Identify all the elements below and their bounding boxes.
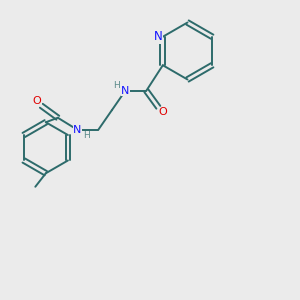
Text: O: O — [33, 96, 41, 106]
Text: N: N — [121, 86, 130, 96]
Text: N: N — [154, 30, 163, 43]
Text: O: O — [158, 107, 167, 117]
Text: N: N — [73, 125, 82, 135]
Text: H: H — [83, 131, 90, 140]
Text: H: H — [113, 81, 120, 90]
